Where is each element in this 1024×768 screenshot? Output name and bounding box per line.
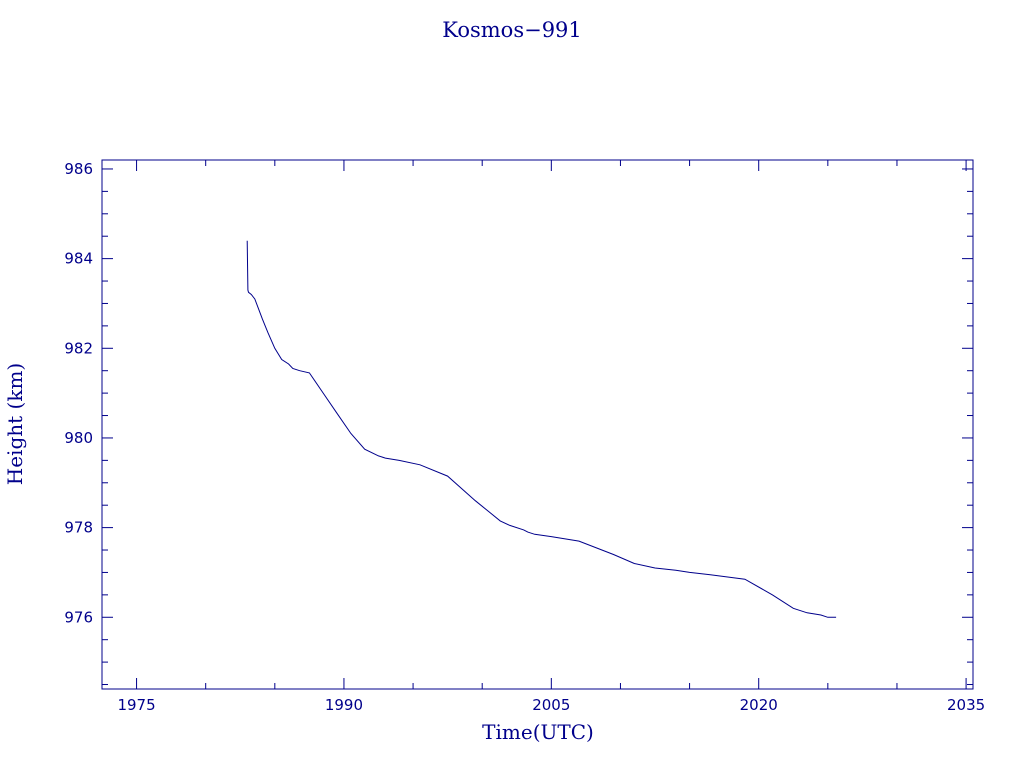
y-tick-label: 980	[64, 429, 93, 447]
y-axis-tick-labels: 976 978 980 982 984 986	[64, 160, 93, 626]
y-axis-label: Height (km)	[3, 363, 27, 485]
y-tick-label: 976	[64, 608, 93, 626]
x-axis-ticks	[136, 160, 967, 689]
x-tick-label: 1990	[325, 696, 363, 714]
plot-frame	[101, 159, 974, 690]
x-axis-tick-labels: 1975 1990 2005 2020 2035	[117, 696, 985, 714]
series-line-height	[246, 240, 837, 618]
x-axis-label: Time(UTC)	[482, 720, 594, 744]
x-tick-label: 2020	[740, 696, 778, 714]
x-tick-label: 2035	[947, 696, 985, 714]
y-axis-ticks	[102, 168, 973, 686]
chart-title: Kosmos−991	[442, 18, 582, 42]
y-tick-label: 986	[64, 160, 93, 178]
x-tick-label: 2005	[532, 696, 570, 714]
y-tick-label: 982	[64, 339, 93, 357]
y-tick-label: 984	[64, 250, 93, 268]
x-tick-label: 1975	[117, 696, 155, 714]
y-tick-label: 978	[64, 519, 93, 537]
